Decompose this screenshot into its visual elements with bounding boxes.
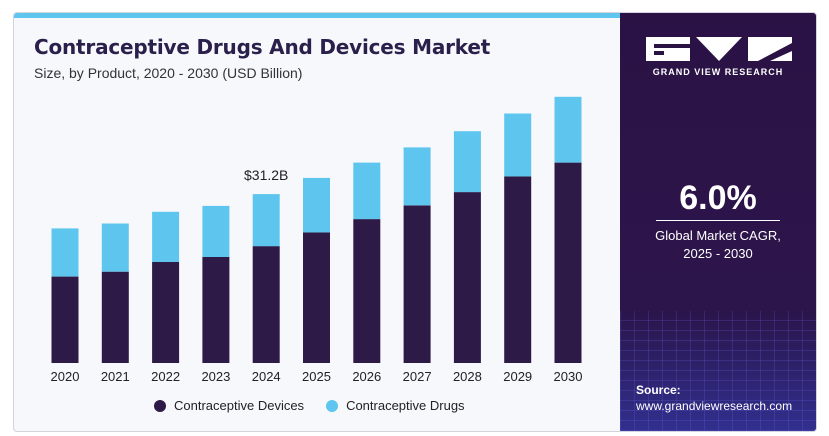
sidebar-grid-decoration — [620, 311, 816, 431]
bar-devices-2025 — [303, 232, 330, 363]
bar-devices-2029 — [504, 176, 532, 363]
brand-name: GRAND VIEW RESEARCH — [652, 67, 784, 77]
bar-chart: 2020 2021 2022 2023 2024 2025 2026 2027 2028 2029… — [51, 96, 583, 384]
bar-drugs-2029 — [504, 113, 532, 177]
x-tick-label-2029: 2029 — [503, 369, 532, 384]
x-tick-label-2026: 2026 — [352, 369, 381, 384]
source-url[interactable]: www.grandviewresearch.com — [636, 399, 793, 413]
chart-subtitle: Size, by Product, 2020 - 2030 (USD Billi… — [34, 65, 303, 81]
cagr-label-line1: Global Market CAGR, — [655, 228, 781, 243]
bar-devices-2022 — [152, 261, 180, 363]
cagr-label-line2: 2025 - 2030 — [683, 246, 753, 261]
bar-drugs-2022 — [152, 211, 180, 262]
sidebar-panel: GRAND VIEW RESEARCH 6.0% Global Market C… — [620, 13, 816, 431]
x-tick-label-2025: 2025 — [302, 369, 331, 384]
cagr-label: Global Market CAGR, 2025 - 2030 — [620, 227, 816, 263]
x-tick-label-2021: 2021 — [101, 369, 130, 384]
bar-devices-2030 — [554, 162, 582, 363]
legend-label-devices: Contraceptive Devices — [174, 398, 305, 413]
chart-card: Contraceptive Drugs And Devices Market S… — [13, 12, 817, 432]
bar-devices-2027 — [403, 205, 431, 363]
legend-item-devices: Contraceptive Devices — [154, 398, 304, 413]
bar-devices-2020 — [51, 276, 79, 363]
bar-drugs-2023 — [202, 205, 230, 257]
bar-drugs-2030 — [554, 96, 582, 163]
bar-devices-2023 — [202, 256, 230, 363]
x-tick-label-2027: 2027 — [403, 369, 432, 384]
x-tick-label-2022: 2022 — [151, 369, 180, 384]
cagr-divider — [656, 220, 780, 221]
x-tick-label-2030: 2030 — [554, 369, 583, 384]
x-tick-label-2023: 2023 — [201, 369, 230, 384]
cagr-value: 6.0% — [679, 179, 757, 217]
bar-devices-2024 — [252, 246, 280, 363]
bar-drugs-2020 — [51, 228, 79, 277]
chart-legend: Contraceptive Devices Contraceptive Drug… — [154, 398, 487, 413]
bar-drugs-2021 — [101, 223, 129, 272]
grand-view-research-logo — [646, 37, 792, 61]
bar-devices-2026 — [353, 219, 381, 363]
legend-item-drugs: Contraceptive Drugs — [326, 398, 465, 413]
accent-bar — [14, 13, 620, 18]
bar-drugs-2025 — [303, 177, 330, 233]
bar-drugs-2028 — [453, 131, 481, 193]
legend-swatch-drugs — [326, 399, 339, 412]
bar-drugs-2026 — [353, 162, 381, 220]
bar-devices-2021 — [101, 271, 129, 363]
bar-drugs-2027 — [403, 147, 431, 206]
chart-title: Contraceptive Drugs And Devices Market — [34, 35, 491, 59]
legend-label-drugs: Contraceptive Drugs — [346, 398, 465, 413]
source-label: Source: — [636, 383, 681, 397]
bar-devices-2028 — [453, 192, 481, 363]
data-label-2024: $31.2B — [244, 167, 288, 183]
legend-swatch-devices — [154, 399, 166, 412]
bar-drugs-2024 — [252, 194, 280, 247]
x-tick-label-2024: 2024 — [252, 369, 281, 384]
x-tick-label-2020: 2020 — [51, 369, 80, 384]
x-tick-label-2028: 2028 — [453, 369, 482, 384]
